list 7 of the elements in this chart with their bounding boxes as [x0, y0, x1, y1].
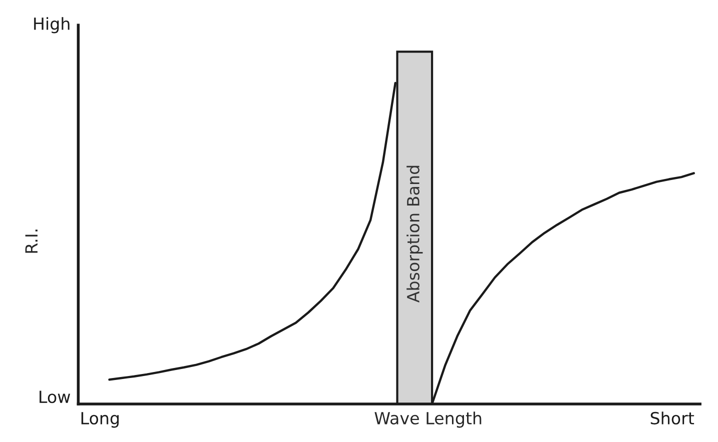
text: Low	[40, 390, 70, 404]
text: Short	[650, 412, 694, 424]
x-axis-title: Wave Length	[374, 412, 482, 428]
annotation: Absorption Band	[406, 166, 423, 303]
y-axis-title: R.I.	[25, 230, 38, 253]
text: High	[34, 17, 70, 34]
text: Long	[81, 412, 119, 428]
